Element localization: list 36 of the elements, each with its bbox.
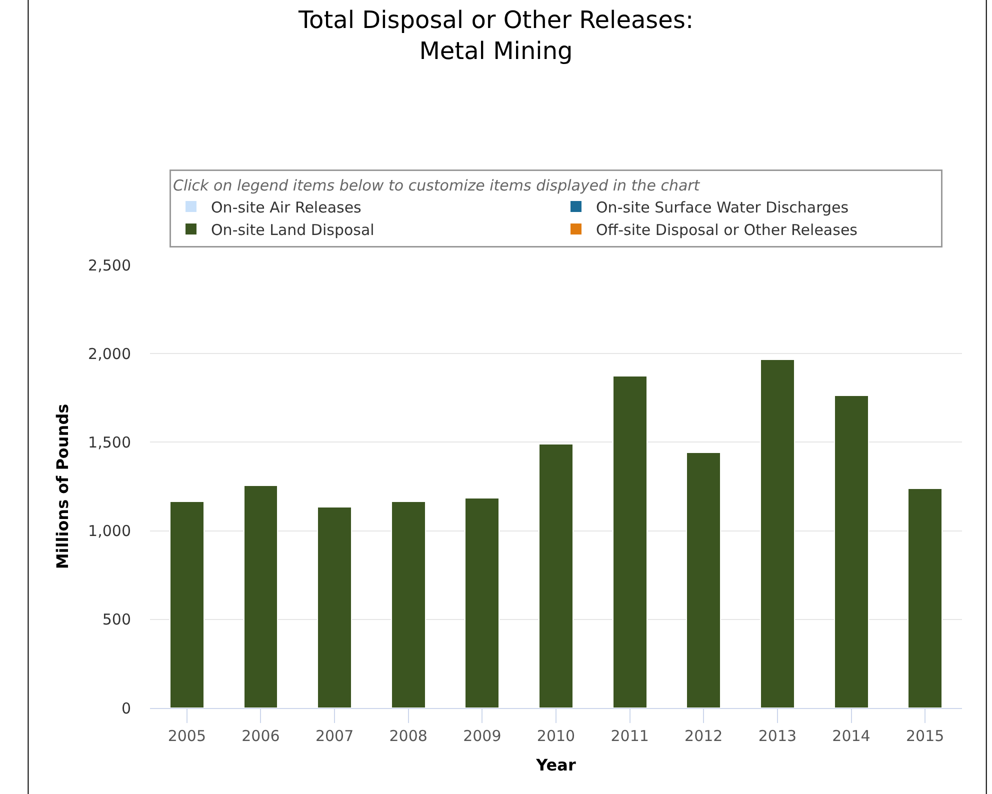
- x-tick-label: 2011: [610, 727, 649, 745]
- x-tick-label: 2014: [832, 727, 870, 745]
- x-tick-label: 2008: [389, 727, 428, 745]
- y-tick-label: 0: [121, 699, 131, 718]
- x-tick-label: 2007: [315, 727, 354, 745]
- legend-label: On-site Land Disposal: [211, 220, 374, 239]
- x-tick-label: 2006: [242, 727, 280, 745]
- legend-label: On-site Air Releases: [211, 198, 362, 216]
- y-tick-label: 500: [102, 610, 131, 629]
- bar: [612, 375, 648, 708]
- bar: [760, 359, 795, 708]
- bar: [317, 506, 352, 708]
- bar: [390, 501, 426, 708]
- bar: [834, 394, 869, 708]
- x-tick-label: 2009: [463, 727, 502, 745]
- bar: [243, 484, 278, 708]
- x-tick-label: 2013: [758, 727, 797, 745]
- x-axis-title: Year: [535, 756, 576, 775]
- x-tick-label: 2015: [906, 727, 944, 745]
- x-tick-label: 2012: [684, 727, 723, 745]
- x-tick-label: 2005: [168, 727, 206, 745]
- y-axis-title: Millions of Pounds: [52, 404, 72, 570]
- bar: [908, 488, 943, 708]
- legend-label: Off-site Disposal or Other Releases: [596, 220, 858, 239]
- bar: [169, 501, 204, 708]
- y-tick-label: 1,000: [88, 522, 131, 540]
- bar: [464, 498, 500, 708]
- chart-title: Total Disposal or Other Releases: Metal Mining: [297, 6, 694, 65]
- y-tick-label: 1,500: [88, 433, 131, 452]
- bar: [686, 452, 722, 708]
- x-tick-label: 2010: [536, 727, 576, 745]
- y-tick-label: 2,000: [88, 344, 131, 363]
- y-tick-label: 2,500: [88, 256, 131, 274]
- bar: [538, 443, 574, 708]
- legend-label: On-site Surface Water Discharges: [596, 198, 849, 216]
- legend-title: Click on legend items below to customize items displayed in the chart: [173, 176, 701, 194]
